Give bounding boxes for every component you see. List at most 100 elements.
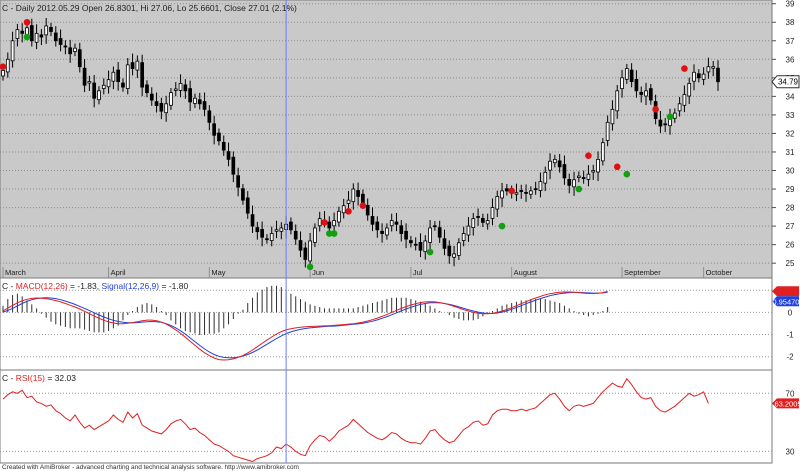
candle-up bbox=[466, 225, 471, 236]
candle-up bbox=[385, 227, 389, 236]
signal-series-value: -1.80 bbox=[169, 281, 189, 291]
price-tick-label: 36 bbox=[786, 55, 795, 64]
rsi-value-label: 63.2005 bbox=[774, 399, 800, 408]
candle-down bbox=[217, 132, 221, 142]
candle-down bbox=[260, 229, 264, 238]
macd-series-name: MACD(12,26) bbox=[16, 281, 68, 291]
macd-tick-label: -2 bbox=[786, 353, 794, 362]
candle-down bbox=[207, 110, 212, 123]
buy-marker bbox=[330, 230, 338, 237]
candle-up bbox=[44, 25, 49, 36]
price-tick-label: 29 bbox=[786, 185, 795, 194]
price-tick-label: 34 bbox=[786, 92, 795, 101]
signal-line bbox=[2, 291, 608, 359]
buy-marker bbox=[23, 33, 31, 41]
buy-marker bbox=[426, 248, 434, 256]
signal-value-tag bbox=[772, 296, 799, 307]
candle-up bbox=[34, 32, 39, 43]
rsi-series-name: RSI(15) bbox=[16, 373, 45, 383]
candle-up bbox=[5, 58, 10, 73]
last-price-tag bbox=[771, 75, 800, 89]
candle-up bbox=[173, 88, 178, 91]
candle-down bbox=[505, 188, 509, 192]
price-grid: 25262728293031323334353637383934.79 bbox=[0, 0, 800, 268]
candle-down bbox=[658, 119, 663, 127]
candle-up bbox=[428, 227, 432, 243]
candle-up bbox=[586, 173, 591, 180]
candle-up bbox=[514, 192, 519, 195]
candle-up bbox=[457, 242, 461, 256]
candle-up bbox=[553, 158, 557, 164]
buy-marker bbox=[666, 113, 674, 121]
candle-up bbox=[106, 79, 111, 88]
candle-down bbox=[245, 197, 250, 214]
month-label: October bbox=[706, 268, 733, 277]
sell-marker bbox=[585, 152, 592, 159]
candle-up bbox=[644, 90, 648, 97]
candle-down bbox=[140, 62, 145, 88]
candle-up bbox=[596, 158, 600, 173]
candle-down bbox=[524, 191, 528, 194]
month-label: Jun bbox=[312, 268, 324, 277]
price-tick-label: 33 bbox=[786, 111, 795, 120]
candle-down bbox=[212, 123, 216, 136]
candle-down bbox=[413, 243, 418, 246]
price-tick-label: 25 bbox=[786, 259, 795, 268]
month-label: April bbox=[111, 268, 126, 277]
candle-up bbox=[164, 103, 168, 114]
candle-up bbox=[274, 229, 279, 232]
candle-up bbox=[620, 77, 624, 89]
rsi-value-tag bbox=[772, 398, 799, 409]
candle-down bbox=[663, 123, 668, 126]
rsi-pane bbox=[0, 369, 773, 464]
month-label: September bbox=[624, 268, 661, 277]
candle-down bbox=[53, 32, 58, 42]
candle-down bbox=[557, 160, 562, 168]
candle-down bbox=[447, 245, 452, 257]
macd-grid: 10-1-20.954706 bbox=[0, 286, 800, 362]
price-tick-label: 30 bbox=[786, 167, 795, 176]
candle-down bbox=[629, 69, 634, 82]
candle-down bbox=[481, 217, 485, 223]
macd-value-label: 0.954706 bbox=[772, 297, 800, 306]
sell-marker bbox=[652, 106, 659, 113]
candle-down bbox=[202, 101, 207, 110]
candle-down bbox=[250, 214, 255, 227]
sell-marker bbox=[23, 18, 31, 26]
rsi-title-prefix: C - bbox=[2, 373, 16, 383]
signal-series-name: Signal(12,26,9) bbox=[101, 281, 159, 291]
price-tick-label: 31 bbox=[786, 148, 795, 157]
rsi-series bbox=[2, 377, 709, 463]
candle-down bbox=[221, 141, 226, 151]
month-label: August bbox=[514, 268, 538, 277]
sell-marker bbox=[508, 187, 515, 195]
candle-up bbox=[269, 233, 274, 241]
candle-down bbox=[289, 221, 293, 231]
candle-up bbox=[471, 218, 476, 228]
macd-line bbox=[2, 290, 608, 361]
candle-up bbox=[73, 47, 77, 52]
candle-down bbox=[58, 38, 63, 45]
sell-marker bbox=[359, 202, 367, 210]
candle-down bbox=[370, 216, 375, 225]
month-label: May bbox=[211, 268, 225, 277]
candle-up bbox=[543, 171, 548, 184]
candle-down bbox=[648, 88, 653, 101]
candle-up bbox=[572, 179, 576, 188]
candle-down bbox=[255, 227, 260, 233]
candle-down bbox=[519, 190, 524, 192]
candle-up bbox=[701, 73, 706, 80]
candle-down bbox=[696, 73, 701, 79]
candle-down bbox=[375, 221, 380, 231]
candle-up bbox=[672, 112, 677, 119]
candle-down bbox=[404, 230, 408, 240]
candle-down bbox=[365, 204, 370, 216]
candle-up bbox=[677, 103, 682, 112]
candle-up bbox=[500, 190, 504, 199]
candle-down bbox=[437, 227, 442, 238]
candle-up bbox=[351, 188, 356, 203]
candle-up bbox=[193, 97, 197, 104]
price-tick-label: 37 bbox=[786, 37, 795, 46]
candle-down bbox=[293, 230, 298, 240]
